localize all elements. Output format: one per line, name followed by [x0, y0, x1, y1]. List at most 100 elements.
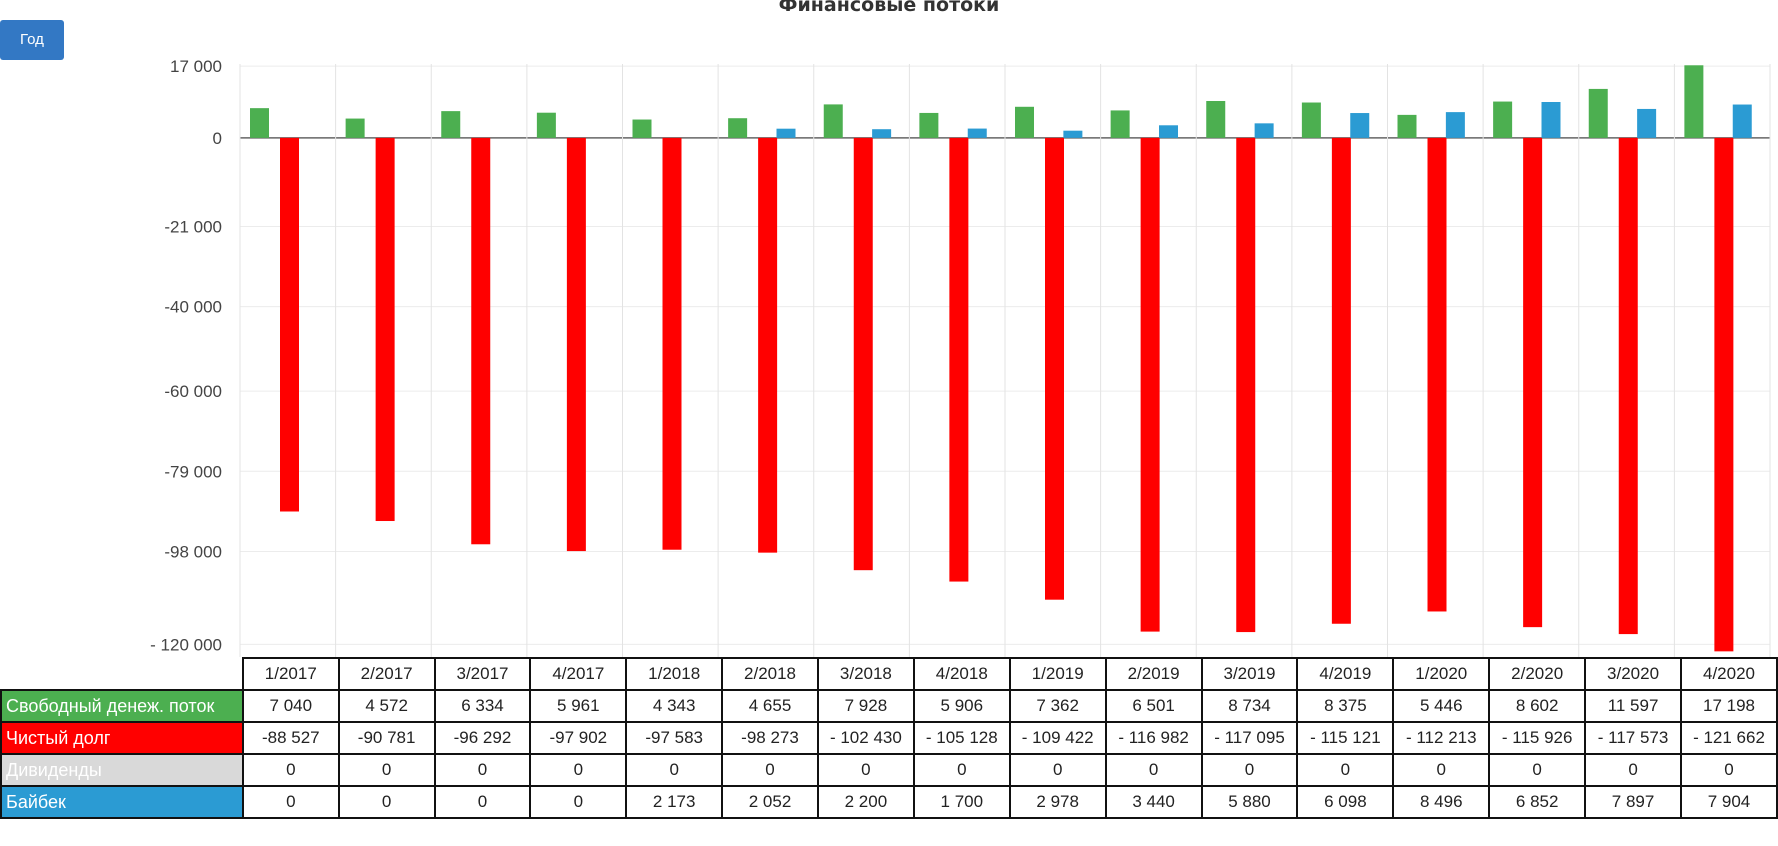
data-label: 6 334 [433, 689, 532, 723]
data-label: 0 [1392, 753, 1491, 787]
data-label: - 105 128 [912, 721, 1011, 755]
bar-3-4 [776, 128, 796, 138]
x-tick-label: 4/2017 [529, 657, 628, 691]
data-label: 2 200 [816, 785, 915, 819]
data-label: 7 362 [1008, 689, 1107, 723]
bar-0-7 [919, 112, 939, 138]
data-label: 6 501 [1104, 689, 1203, 723]
x-tick-label: 2/2019 [1104, 657, 1203, 691]
y-tick-label: -79 000 [164, 462, 222, 481]
data-label: 5 880 [1200, 785, 1299, 819]
data-label: 0 [1104, 753, 1203, 787]
bar-0-15 [1684, 65, 1704, 138]
bar-1-6 [853, 137, 873, 571]
series-label: Дивиденды [0, 753, 244, 787]
bar-0-13 [1493, 101, 1513, 138]
y-tick-label: -98 000 [164, 542, 222, 561]
table-row: Дивиденды 0 0 0 0 0 0 0 0 0 0 0 0 0 0 0 0 [0, 753, 1778, 787]
data-label: - 109 422 [1008, 721, 1107, 755]
bar-1-5 [758, 137, 778, 553]
x-tick-label: 1/2020 [1392, 657, 1491, 691]
data-label: 2 052 [721, 785, 819, 819]
bar-1-7 [949, 137, 969, 582]
data-label: 1 700 [912, 785, 1011, 819]
data-label: 0 [721, 753, 819, 787]
bar-3-7 [1063, 130, 1083, 138]
data-label: 0 [1680, 753, 1778, 787]
bar-3-13 [1637, 108, 1657, 138]
table-row: Свободный денеж. поток 7 040 4 572 6 334 5 9… [0, 689, 1778, 723]
y-tick-label: -21 000 [164, 217, 222, 236]
data-label: 5 446 [1392, 689, 1491, 723]
data-label: - 102 430 [816, 721, 915, 755]
x-tick-label: 3/2020 [1584, 657, 1682, 691]
data-label: 0 [337, 785, 436, 819]
bar-0-9 [1110, 110, 1130, 138]
bar-1-15 [1714, 137, 1734, 652]
bar-0-0 [250, 108, 269, 138]
data-label: 0 [337, 753, 436, 787]
data-label: 4 572 [337, 689, 436, 723]
data-label: -96 292 [433, 721, 532, 755]
x-tick-label: 1/2017 [241, 657, 340, 691]
data-label: 8 734 [1200, 689, 1299, 723]
bar-3-8 [1159, 125, 1178, 138]
data-label: -88 527 [241, 721, 340, 755]
bar-1-3 [566, 137, 586, 552]
bar-0-11 [1301, 102, 1321, 138]
data-label: 8 602 [1488, 689, 1587, 723]
data-label: 7 904 [1680, 785, 1778, 819]
series-label: Свободный денеж. поток [0, 689, 244, 723]
data-label: 11 597 [1584, 689, 1682, 723]
y-tick-label: 17 000 [170, 57, 222, 76]
data-label: 8 496 [1392, 785, 1491, 819]
bar-0-12 [1397, 114, 1417, 138]
data-label: 0 [912, 753, 1011, 787]
data-label: 0 [1008, 753, 1107, 787]
data-label: - 115 926 [1488, 721, 1587, 755]
data-label: -90 781 [337, 721, 436, 755]
data-label: 6 852 [1488, 785, 1587, 819]
series-label: Чистый долг [0, 721, 244, 755]
data-label: 7 928 [816, 689, 915, 723]
table-corner [1, 658, 244, 691]
bar-3-14 [1732, 104, 1752, 138]
bar-0-10 [1206, 100, 1226, 138]
data-label: -98 273 [721, 721, 819, 755]
data-label: -97 583 [625, 721, 724, 755]
bar-1-9 [1140, 137, 1160, 632]
data-label: 7 897 [1584, 785, 1682, 819]
data-label: 6 098 [1296, 785, 1395, 819]
x-tick-label: 4/2020 [1680, 657, 1778, 691]
period-year-button[interactable]: Год [0, 20, 64, 60]
data-table: 1/2017 2/2017 3/2017 4/2017 1/2018 2/2018 3/20… [0, 657, 1778, 819]
data-label: 4 343 [625, 689, 724, 723]
bar-0-4 [632, 119, 652, 138]
data-label: 2 978 [1008, 785, 1107, 819]
bar-1-8 [1045, 137, 1064, 600]
bar-0-14 [1588, 88, 1608, 138]
data-label: 0 [241, 785, 340, 819]
x-tick-label: 1/2019 [1008, 657, 1107, 691]
data-label: 0 [1584, 753, 1682, 787]
bar-3-9 [1254, 123, 1274, 138]
bar-1-11 [1331, 137, 1351, 624]
bar-1-4 [662, 137, 682, 550]
data-label: 0 [433, 753, 532, 787]
bar-3-6 [967, 128, 987, 138]
x-tick-label: 3/2019 [1200, 657, 1299, 691]
table-row: Чистый долг -88 527 -90 781 -96 292 -97 902-… [0, 721, 1778, 755]
data-label: - 115 121 [1296, 721, 1395, 755]
bar-1-10 [1236, 137, 1256, 633]
data-label: 4 655 [721, 689, 819, 723]
data-label: - 117 573 [1584, 721, 1682, 755]
data-label: - 112 213 [1392, 721, 1491, 755]
table-row: Байбек 0 0 0 0 2 173 2 052 2 200 1 700 2 978 3 440… [0, 785, 1778, 819]
series-label: Байбек [0, 785, 244, 819]
data-label: - 116 982 [1104, 721, 1203, 755]
bar-3-12 [1541, 102, 1561, 138]
data-label: 2 173 [625, 785, 724, 819]
bar-3-10 [1350, 113, 1370, 138]
data-label: 5 961 [529, 689, 628, 723]
